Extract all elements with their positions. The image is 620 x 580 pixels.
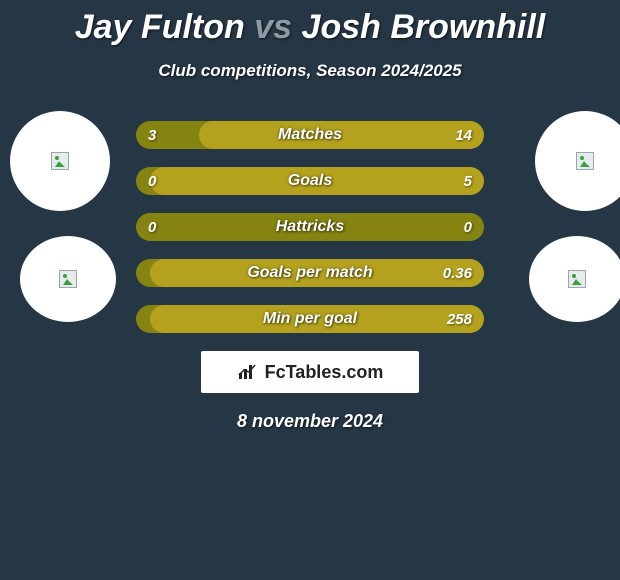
stat-value-right: 0 [464, 213, 472, 241]
player2-name: Josh Brownhill [302, 8, 546, 46]
broken-image-icon [51, 152, 69, 170]
stat-bar: 3Matches14 [136, 121, 484, 149]
stat-label: Hattricks [136, 213, 484, 241]
stat-bar: 0Goals5 [136, 167, 484, 195]
stat-label: Matches [136, 121, 484, 149]
stat-value-right: 5 [464, 167, 472, 195]
player1-name: Jay Fulton [75, 8, 245, 46]
stat-value-right: 0.36 [443, 259, 472, 287]
stat-bar: 0Hattricks0 [136, 213, 484, 241]
broken-image-icon [576, 152, 594, 170]
watermark-text: FcTables.com [265, 362, 384, 383]
stat-value-right: 14 [455, 121, 472, 149]
comparison-panel: 3Matches140Goals50Hattricks0Goals per ma… [0, 121, 620, 432]
player1-club-circle [20, 236, 116, 322]
watermark: FcTables.com [237, 362, 384, 383]
vs-text: vs [254, 8, 292, 46]
date: 8 november 2024 [0, 411, 620, 432]
broken-image-icon [568, 270, 586, 288]
stat-label: Goals [136, 167, 484, 195]
player1-avatar-circle [10, 111, 110, 211]
page-title: Jay Fulton vs Josh Brownhill [0, 0, 620, 47]
stat-label: Goals per match [136, 259, 484, 287]
stat-bars: 3Matches140Goals50Hattricks0Goals per ma… [136, 121, 484, 333]
player2-club-circle [529, 236, 620, 322]
stat-value-right: 258 [447, 305, 472, 333]
chart-icon [237, 363, 259, 381]
subtitle: Club competitions, Season 2024/2025 [0, 61, 620, 81]
watermark-box: FcTables.com [201, 351, 419, 393]
stat-bar: Goals per match0.36 [136, 259, 484, 287]
player2-avatar-circle [535, 111, 620, 211]
broken-image-icon [59, 270, 77, 288]
stat-bar: Min per goal258 [136, 305, 484, 333]
stat-label: Min per goal [136, 305, 484, 333]
